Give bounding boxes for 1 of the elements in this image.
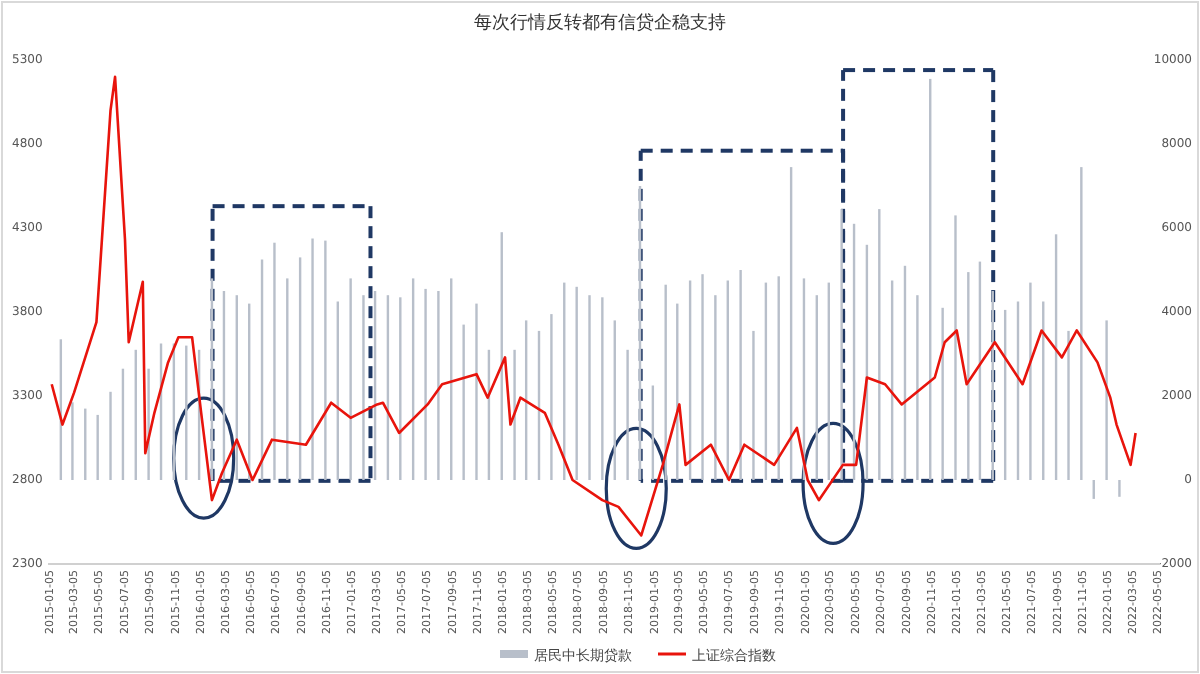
chart-title: 每次行情反转都有信贷企稳支持 [474,12,726,34]
